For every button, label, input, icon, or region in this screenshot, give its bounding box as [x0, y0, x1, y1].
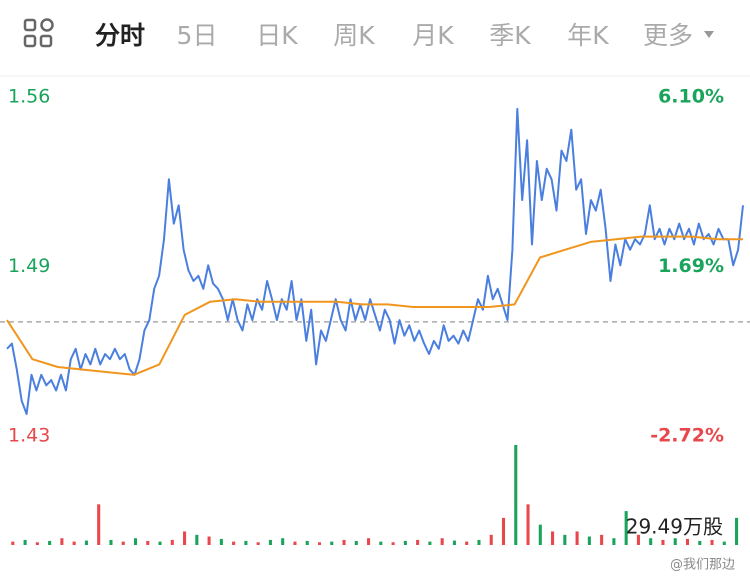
- tab[interactable]: 季K: [489, 21, 531, 50]
- volume-bar: [735, 517, 739, 545]
- volume-bar: [293, 541, 297, 545]
- y2-tick-label: 1.69%: [658, 255, 724, 277]
- volume-bar: [563, 534, 567, 545]
- tab[interactable]: 5日: [177, 21, 218, 50]
- volume-bar: [575, 531, 579, 545]
- volume-bar: [195, 534, 199, 545]
- volume-bar: [600, 534, 604, 545]
- volume-bar: [60, 538, 64, 545]
- volume-bar: [501, 517, 506, 545]
- volume-bar: [97, 504, 101, 545]
- volume-bar: [722, 541, 726, 545]
- volume-bar: [403, 540, 407, 545]
- volume-bar: [710, 539, 714, 545]
- volume-bar: [452, 540, 456, 545]
- volume-bar: [649, 538, 653, 545]
- volume-bar: [158, 541, 162, 545]
- volume-bar: [367, 538, 371, 545]
- y2-tick-label: -2.72%: [650, 425, 724, 447]
- volume-bar: [84, 540, 88, 545]
- volume-bar: [48, 540, 52, 545]
- y-tick-label: 1.49: [8, 255, 50, 277]
- volume-bar: [133, 538, 138, 545]
- volume-bar: [342, 539, 346, 545]
- volume-bar: [72, 541, 76, 545]
- volume-bar: [219, 538, 223, 545]
- dropdown-arrow: [704, 31, 714, 38]
- watermark: @我们那边: [670, 558, 735, 573]
- volume-bar: [35, 542, 39, 545]
- tab[interactable]: 更多: [643, 21, 693, 50]
- volume-bar: [256, 542, 260, 545]
- volume-bar: [477, 539, 481, 545]
- volume-bar: [587, 536, 591, 545]
- volume-bar: [661, 539, 665, 545]
- volume-bar: [416, 539, 420, 545]
- volume-bar: [551, 531, 555, 545]
- volume-bar: [330, 541, 334, 545]
- y-tick-label: 1.56: [8, 86, 50, 108]
- volume-bar: [183, 531, 187, 545]
- volume-bar: [244, 540, 248, 545]
- volume-bar: [465, 541, 469, 545]
- tab[interactable]: 月K: [412, 21, 454, 50]
- volume-bar: [354, 540, 358, 545]
- volume-bar: [207, 536, 211, 545]
- volume-bar: [268, 539, 272, 545]
- volume-bar: [232, 541, 236, 545]
- volume-bar: [317, 542, 322, 545]
- price-line: [6, 107, 744, 415]
- volume-bar: [146, 540, 150, 545]
- volume-bar: [624, 511, 628, 545]
- volume-bar: [305, 540, 309, 545]
- volume-bar: [698, 540, 702, 545]
- volume-bar: [514, 445, 518, 545]
- volume-bar: [109, 539, 113, 545]
- tab[interactable]: 日K: [256, 21, 298, 50]
- volume-bar: [612, 538, 616, 545]
- volume-bar: [379, 541, 383, 545]
- volume-bar: [673, 538, 677, 545]
- average-line: [6, 235, 743, 376]
- volume-max-label: 29.49万股: [626, 515, 723, 539]
- volume-bar: [11, 541, 15, 545]
- y2-tick-label: 6.10%: [658, 86, 724, 108]
- volume-bar: [538, 524, 542, 545]
- y-tick-label: 1.43: [8, 425, 50, 447]
- volume-bar: [281, 538, 285, 545]
- volume-bar: [23, 539, 27, 545]
- volume-bar: [636, 534, 640, 545]
- layout-icon: [23, 18, 54, 48]
- tab[interactable]: 分时: [95, 21, 145, 50]
- volume-bar: [440, 538, 444, 545]
- volume-bar: [685, 538, 690, 545]
- volume-bar: [489, 534, 493, 545]
- volume-bar: [526, 504, 530, 545]
- tab[interactable]: 周K: [333, 21, 375, 50]
- tab[interactable]: 年K: [567, 21, 609, 50]
- volume-bar: [391, 542, 395, 545]
- volume-bar: [121, 541, 125, 545]
- volume-bar: [428, 541, 432, 545]
- volume-bar: [170, 539, 174, 545]
